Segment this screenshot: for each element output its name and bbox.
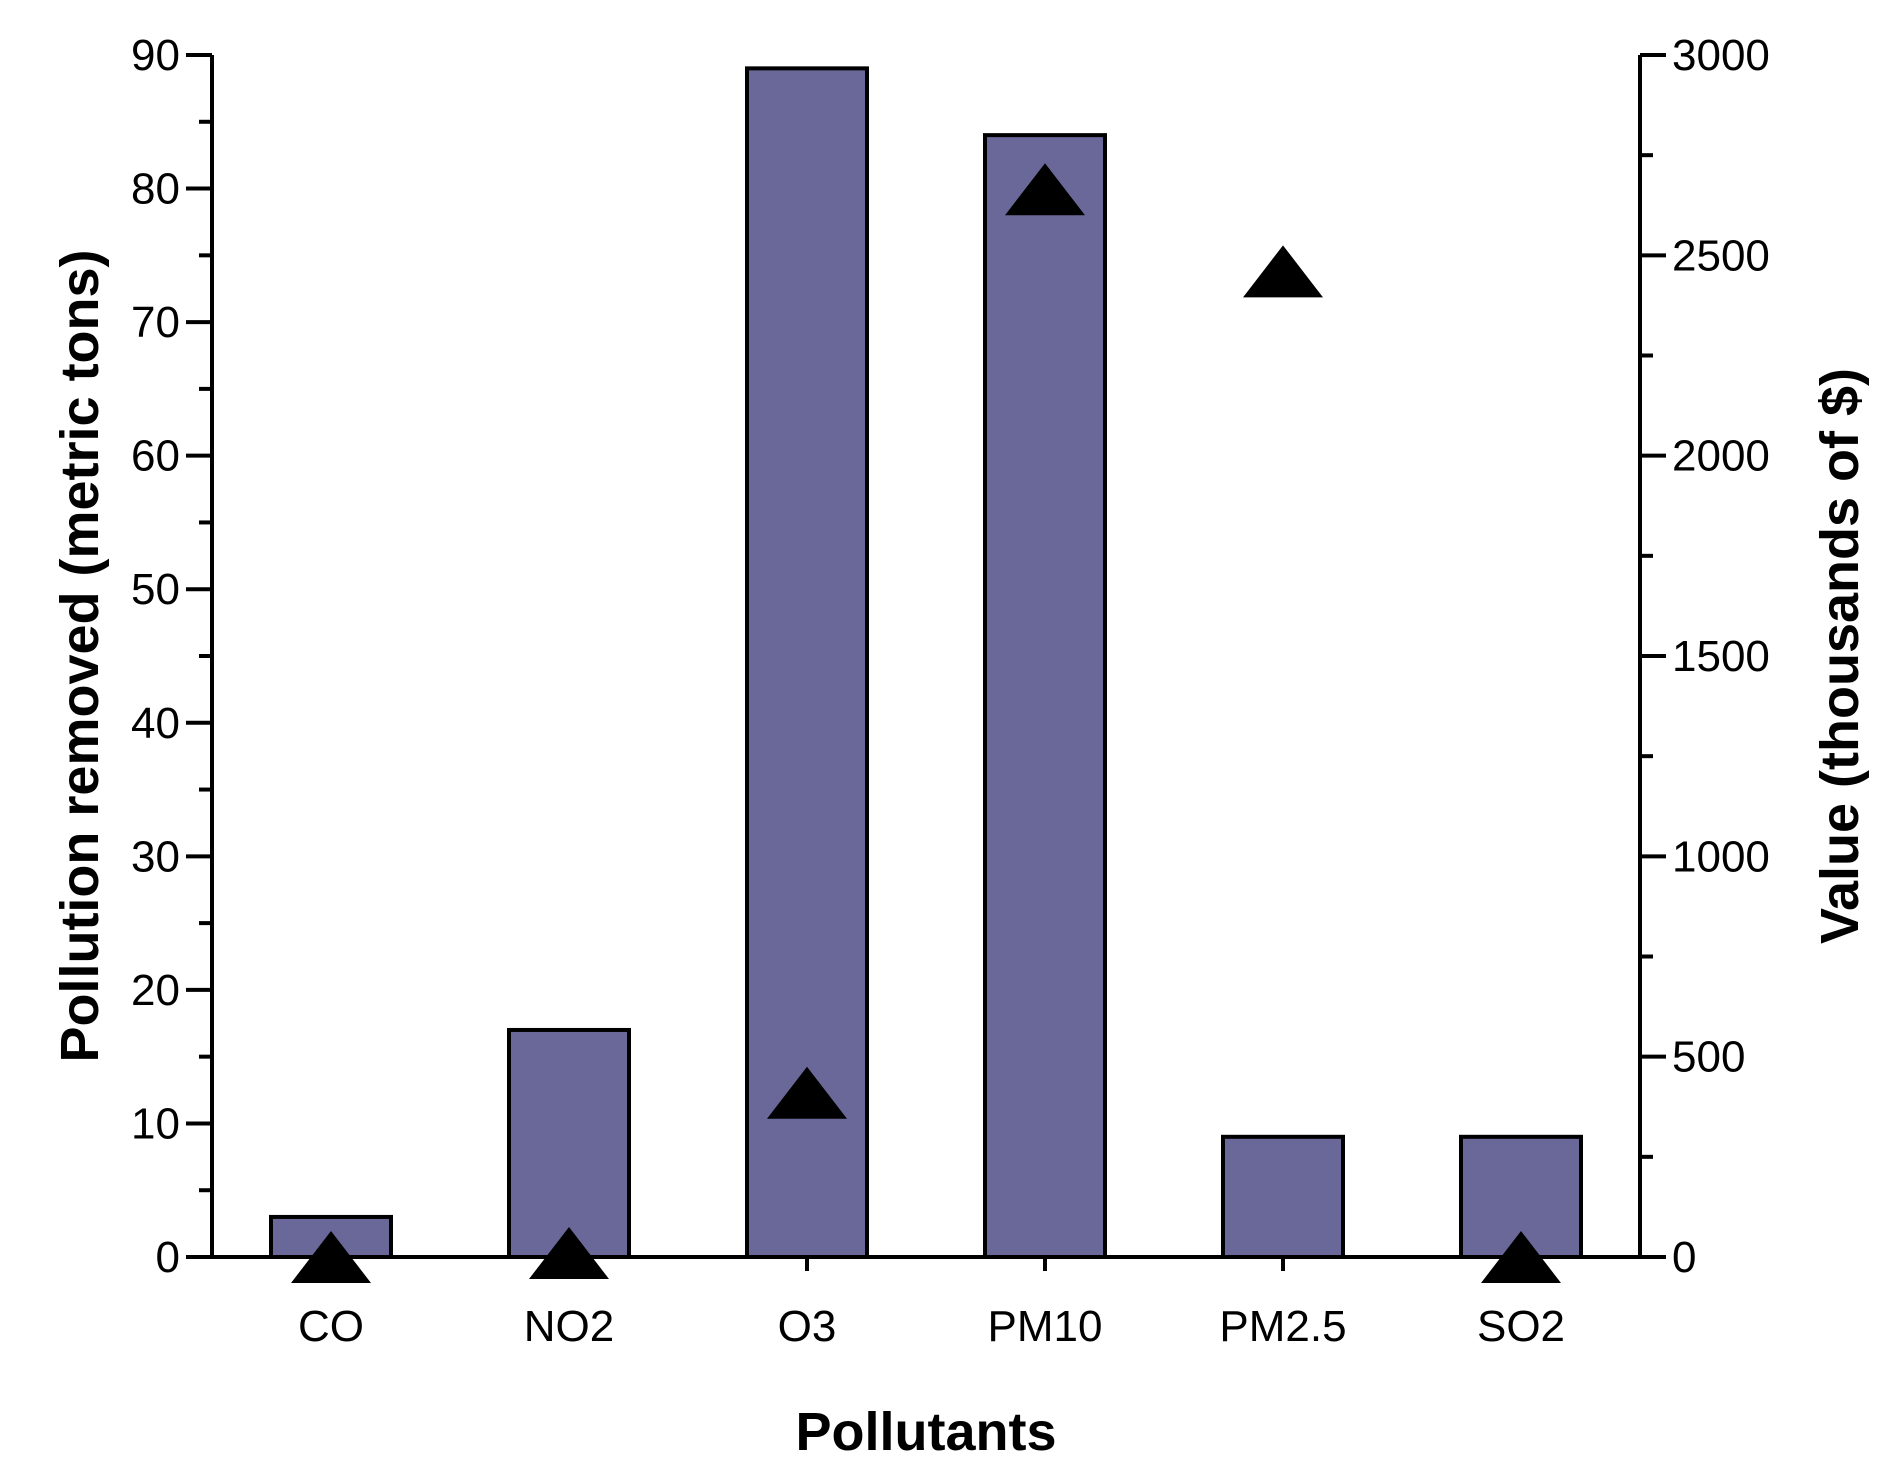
triangle-marker-pm10 [1005, 163, 1085, 216]
y2-tick-label: 3000 [1672, 31, 1770, 80]
triangle-marker-so2 [1481, 1231, 1561, 1283]
x-tick-label: SO2 [1477, 1302, 1565, 1351]
bar-o3 [745, 66, 869, 1259]
y-tick-label: 10 [131, 1099, 180, 1148]
y2-tick-label: 1000 [1672, 832, 1770, 881]
triangle-marker-co [291, 1231, 371, 1283]
y-tick-label: 60 [131, 432, 180, 481]
axis-labels: Pollutants Pollution removed (metric ton… [50, 249, 1870, 1462]
y-axis-title: Pollution removed (metric tons) [50, 249, 110, 1062]
y2-axis-title: Value (thousands of $) [1810, 368, 1870, 944]
triangle-marker-o3 [767, 1066, 847, 1119]
x-axis-title: Pollutants [795, 1402, 1056, 1462]
x-tick-label: PM10 [988, 1302, 1103, 1351]
y2-tick-label: 500 [1672, 1033, 1745, 1082]
y-tick-label: 0 [156, 1233, 180, 1282]
bar-no2 [507, 1027, 631, 1260]
x-tick-label: NO2 [524, 1302, 614, 1351]
bar-series [269, 66, 1583, 1260]
y-tick-label: 20 [131, 966, 180, 1015]
y2-tick-label: 0 [1672, 1233, 1696, 1282]
value-series [291, 163, 1561, 1283]
y-tick-label: 40 [131, 699, 180, 748]
triangle-marker-pm2-5 [1243, 245, 1323, 298]
x-tick-label: PM2.5 [1219, 1302, 1346, 1351]
y-tick-label: 30 [131, 832, 180, 881]
bar-pm10 [983, 133, 1107, 1260]
y-tick-label: 70 [131, 298, 180, 347]
y2-tick-label: 1500 [1672, 632, 1770, 681]
triangle-marker-no2 [529, 1226, 609, 1279]
y2-tick-label: 2000 [1672, 432, 1770, 481]
y-tick-label: 90 [131, 31, 180, 80]
axes: 0 10 20 30 40 50 60 70 80 90 0 500 1000 1500 2000 2500 3… [131, 31, 1770, 1351]
x-tick-label: O3 [778, 1302, 837, 1351]
y2-tick-label: 2500 [1672, 231, 1770, 280]
bar-pm2-5 [1221, 1134, 1345, 1260]
y-tick-label: 80 [131, 165, 180, 214]
y-tick-label: 50 [131, 565, 180, 614]
x-tick-label: CO [298, 1302, 364, 1351]
